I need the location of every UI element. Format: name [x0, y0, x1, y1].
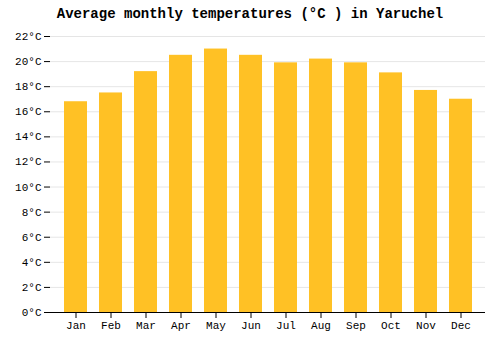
- svg-text:Mar: Mar: [136, 320, 156, 332]
- svg-text:22°C: 22°C: [15, 31, 42, 43]
- svg-text:Dec: Dec: [451, 320, 471, 332]
- svg-text:Jan: Jan: [66, 320, 86, 332]
- svg-text:May: May: [206, 320, 226, 332]
- svg-text:0°C: 0°C: [22, 307, 42, 319]
- svg-text:10°C: 10°C: [15, 182, 42, 194]
- svg-text:2°C: 2°C: [22, 282, 42, 294]
- svg-text:12°C: 12°C: [15, 156, 42, 168]
- svg-text:Feb: Feb: [101, 320, 121, 332]
- svg-text:Sep: Sep: [346, 320, 366, 332]
- svg-text:Apr: Apr: [171, 320, 191, 332]
- svg-text:Aug: Aug: [311, 320, 331, 332]
- svg-text:18°C: 18°C: [15, 81, 42, 93]
- svg-text:Oct: Oct: [381, 320, 401, 332]
- svg-text:6°C: 6°C: [22, 232, 42, 244]
- svg-text:Jul: Jul: [276, 320, 296, 332]
- svg-text:4°C: 4°C: [22, 257, 42, 269]
- svg-text:16°C: 16°C: [15, 106, 42, 118]
- svg-text:Jun: Jun: [241, 320, 261, 332]
- svg-text:20°C: 20°C: [15, 56, 42, 68]
- html-text:Average monthly temperatures (: Average monthly temperatures (°C ) in Ya…: [56, 6, 444, 22]
- svg-text:8°C: 8°C: [22, 207, 42, 219]
- svg-text:14°C: 14°C: [15, 131, 42, 143]
- svg-text:Nov: Nov: [416, 320, 436, 332]
